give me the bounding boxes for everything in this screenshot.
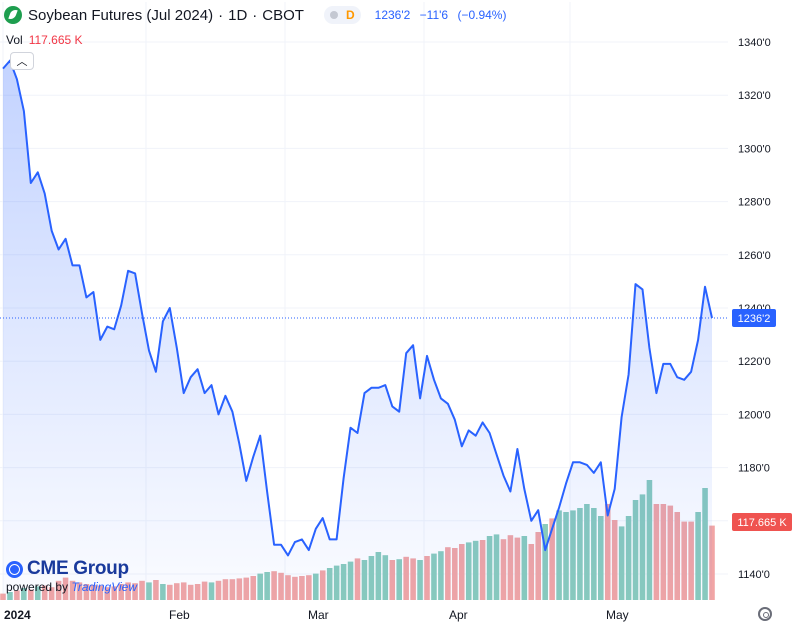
separator: · — [252, 6, 258, 24]
x-tick-label: Mar — [308, 608, 329, 622]
branding[interactable]: CME Group powered by TradingView — [6, 558, 137, 594]
volume-legend: Vol 117.665 K — [6, 33, 83, 47]
x-tick-label: May — [606, 608, 629, 622]
separator: · — [218, 6, 224, 24]
y-tick-label: 1320'0 — [738, 90, 771, 102]
y-tick-label: 1340'0 — [738, 37, 771, 49]
status-pill[interactable]: D — [323, 6, 361, 24]
y-tick-label: 1280'0 — [738, 197, 771, 209]
y-tick-label: 1180'0 — [738, 463, 770, 475]
price-change: 1236'2 −11'6 (−0.94%) — [375, 8, 513, 22]
delayed-flag: D — [345, 8, 355, 22]
axis-value-labels: 1236'2 117.665 K — [732, 308, 792, 531]
change-percent: (−0.94%) — [457, 8, 507, 22]
volume-tag-text: 117.665 K — [737, 517, 787, 529]
interval[interactable]: 1D — [228, 6, 248, 24]
volume-label: Vol — [6, 33, 23, 47]
chart-header: Soybean Futures (Jul 2024) · 1D · CBOT D… — [0, 0, 512, 30]
x-tick-label: 2024 — [4, 608, 31, 622]
y-tick-label: 1200'0 — [738, 409, 771, 421]
last-price: 1236'2 — [374, 8, 411, 22]
gear-icon[interactable] — [758, 607, 772, 621]
price-line — [2, 59, 713, 557]
change-value: −11'6 — [419, 8, 449, 22]
y-tick-label: 1300'0 — [738, 143, 771, 155]
tradingview-text: TradingView — [71, 580, 137, 594]
cme-group-logo-text: CME Group — [27, 558, 129, 579]
cme-globe-icon — [6, 560, 23, 578]
y-tick-label: 1260'0 — [738, 250, 771, 262]
x-axis[interactable]: 2024 Feb Mar Apr May — [4, 608, 629, 622]
price-area — [3, 60, 712, 601]
y-tick-label: 1140'0 — [738, 569, 770, 581]
exchange: CBOT — [262, 6, 304, 24]
collapse-button[interactable]: ︿ — [10, 52, 34, 70]
symbol-title[interactable]: Soybean Futures (Jul 2024) — [28, 6, 214, 24]
y-tick-label: 1220'0 — [738, 356, 771, 368]
volume-tag — [732, 513, 792, 531]
powered-by: powered by TradingView — [6, 580, 137, 594]
powered-by-text: powered by — [6, 580, 69, 594]
status-dot-icon — [329, 11, 338, 19]
last-price-tag-text: 1236'2 — [738, 313, 771, 325]
x-tick-label: Feb — [169, 608, 190, 622]
x-tick-label: Apr — [449, 608, 468, 622]
volume-value: 117.665 K — [28, 33, 83, 47]
soybean-logo-icon — [4, 6, 22, 24]
last-price-tag — [732, 308, 776, 327]
chevron-up-icon: ︿ — [16, 56, 28, 68]
